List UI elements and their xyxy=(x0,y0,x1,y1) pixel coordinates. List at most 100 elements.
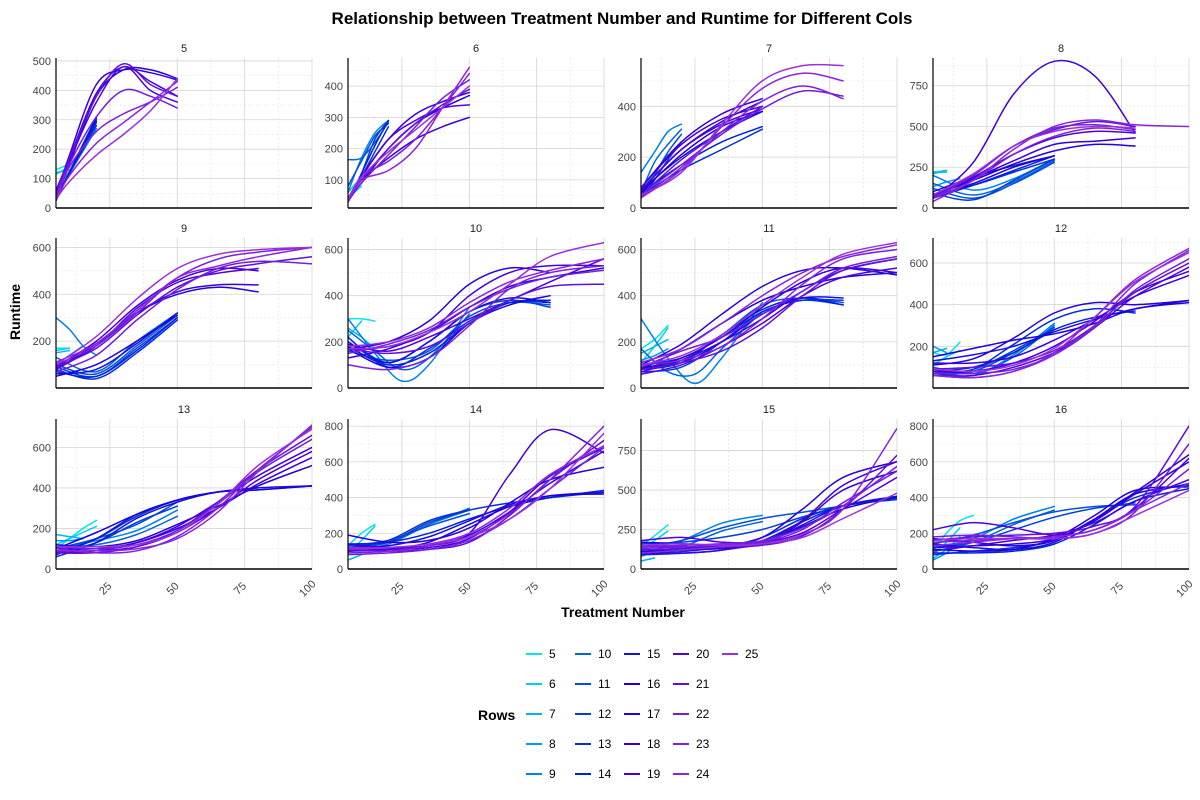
y-tick-label: 500 xyxy=(33,56,51,68)
legend-entry: 5 xyxy=(526,647,556,661)
series-line-row-19 xyxy=(933,59,1136,199)
series-line-row-24 xyxy=(56,246,312,363)
chart-title: Relationship between Treatment Number an… xyxy=(332,9,913,28)
x-tick-label: 50 xyxy=(165,580,182,597)
series-line-row-21 xyxy=(56,63,179,196)
legend-label: 20 xyxy=(696,647,710,661)
series-line-row-18 xyxy=(56,68,179,197)
legend-entry: 21 xyxy=(673,677,710,691)
series-line-row-14 xyxy=(56,316,179,378)
legend-label: 25 xyxy=(745,647,759,661)
legend-entry: 22 xyxy=(673,707,710,721)
series-line-row-25 xyxy=(348,432,604,549)
y-tick-label: 300 xyxy=(325,112,343,124)
series-line-row-7 xyxy=(641,557,656,562)
y-tick-label: 400 xyxy=(618,291,636,303)
y-tick-label: 800 xyxy=(910,421,928,433)
series-line-row-7 xyxy=(56,533,84,540)
y-tick-label: 600 xyxy=(33,242,51,254)
series-line-row-20 xyxy=(56,66,179,195)
series-line-row-22 xyxy=(933,123,1136,199)
panel-8: 8 0 250 500 750 xyxy=(910,43,1190,215)
series-line-row-21 xyxy=(348,283,604,355)
series-line-row-19 xyxy=(348,428,604,552)
series-line-row-25 xyxy=(641,63,844,197)
series-line-row-8 xyxy=(641,348,669,362)
y-tick-label: 200 xyxy=(33,523,51,535)
y-tick-label: 250 xyxy=(910,162,928,174)
series-line-row-20 xyxy=(933,457,1189,536)
series-line-row-23 xyxy=(348,264,604,371)
legend-entry: 16 xyxy=(624,677,661,691)
series-line-row-19 xyxy=(641,105,764,189)
panel-9: 9 200 400 600 xyxy=(33,223,313,389)
y-tick-label: 0 xyxy=(45,203,51,215)
series-group xyxy=(348,425,604,561)
y-tick-label: 400 xyxy=(33,483,51,495)
x-tick-label: 100 xyxy=(882,578,903,599)
panel-strip-label: 5 xyxy=(181,43,187,55)
y-tick-label: 400 xyxy=(33,85,51,97)
legend: Rows 5 6 7 8 9 10 11 12 13 14 15 16 17 18 19 20 21 22 23 24… xyxy=(478,647,759,781)
series-line-row-13 xyxy=(933,307,1136,377)
series-group xyxy=(348,66,471,203)
y-tick-label: 200 xyxy=(618,337,636,349)
legend-label: 19 xyxy=(647,767,661,781)
series-line-row-22 xyxy=(348,269,604,355)
y-tick-label: 500 xyxy=(910,121,928,133)
series-line-row-15 xyxy=(348,296,551,364)
series-line-row-21 xyxy=(641,105,764,197)
y-tick-label: 0 xyxy=(922,203,928,215)
series-group xyxy=(348,241,604,383)
series-line-row-25 xyxy=(56,428,312,548)
y-tick-label: 100 xyxy=(325,175,343,187)
y-tick-label: 250 xyxy=(618,525,636,537)
series-line-row-21 xyxy=(933,262,1189,371)
legend-label: 16 xyxy=(647,677,661,691)
y-tick-label: 200 xyxy=(618,152,636,164)
panel-strip-label: 13 xyxy=(178,404,190,416)
legend-label: 7 xyxy=(549,707,556,721)
series-line-row-10 xyxy=(641,128,683,194)
series-line-row-16 xyxy=(56,314,179,378)
legend-label: 14 xyxy=(598,767,612,781)
panel-6: 6 100 200 300 400 xyxy=(325,43,605,209)
y-axis-label: Runtime xyxy=(7,284,23,340)
legend-entry: 12 xyxy=(575,707,612,721)
x-tick-label: 50 xyxy=(750,580,767,597)
y-tick-label: 0 xyxy=(630,203,636,215)
series-line-row-21 xyxy=(56,256,312,368)
legend-label: 12 xyxy=(598,707,612,721)
series-line-row-23 xyxy=(641,85,844,199)
series-line-row-16 xyxy=(348,294,551,369)
series-line-row-23 xyxy=(641,248,897,366)
series-group xyxy=(56,246,312,380)
y-tick-label: 400 xyxy=(33,289,51,301)
panel-11: 11 0 200 400 600 xyxy=(618,223,898,395)
legend-label: 10 xyxy=(598,647,612,661)
y-tick-label: 400 xyxy=(618,101,636,113)
legend-label: 13 xyxy=(598,737,612,751)
y-tick-label: 400 xyxy=(910,493,928,505)
legend-entry: 15 xyxy=(624,647,661,661)
series-line-row-5 xyxy=(56,519,98,550)
series-line-row-16 xyxy=(56,485,312,550)
series-group xyxy=(641,427,897,562)
panel-15: 15 0 250 500 750 25 50 75 100 xyxy=(618,404,904,600)
y-tick-label: 200 xyxy=(33,144,51,156)
panel-strip-label: 9 xyxy=(181,223,187,235)
y-tick-label: 200 xyxy=(325,337,343,349)
x-tick-label: 25 xyxy=(389,580,406,597)
legend-entry: 23 xyxy=(673,737,710,751)
series-line-row-11 xyxy=(933,161,1056,199)
series-line-row-24 xyxy=(933,119,1189,203)
legend-entry: 9 xyxy=(526,767,556,781)
series-line-row-25 xyxy=(933,125,1136,196)
x-tick-label: 100 xyxy=(1174,578,1195,599)
series-line-row-23 xyxy=(348,72,471,203)
series-line-row-24 xyxy=(56,80,179,200)
panel-strip-label: 11 xyxy=(763,223,774,235)
series-line-row-17 xyxy=(933,299,1189,366)
y-tick-label: 0 xyxy=(630,564,636,576)
legend-label: 5 xyxy=(549,647,556,661)
